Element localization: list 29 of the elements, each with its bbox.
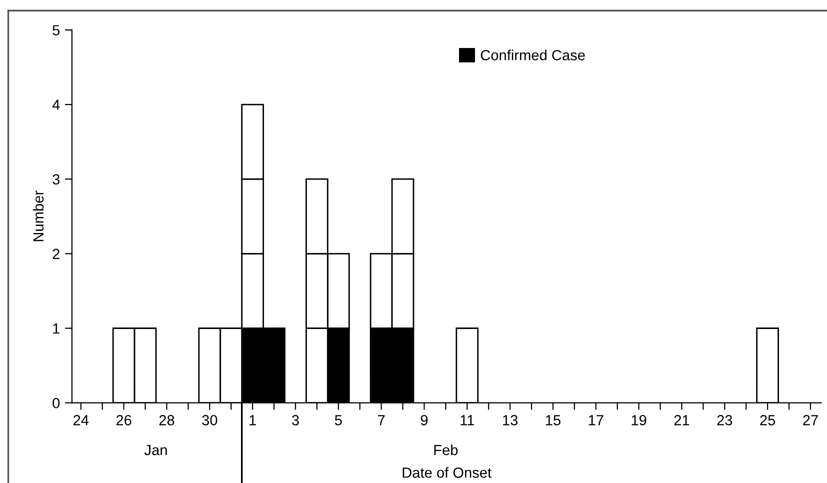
text: Jan [144,445,167,456]
y-axis-title: Number [32,190,44,242]
x-tick-label: 28 [159,415,174,426]
x-tick-label: 13 [503,415,518,426]
y-tick-label: 1 [53,324,60,334]
y-tick-label: 5 [52,25,60,36]
y-tick-label: 0 [52,398,60,408]
x-tick-label: 11 [460,415,474,426]
x-tick-label: 7 [378,415,385,426]
y-tick-label: 4 [52,100,60,110]
x-tick-label: 5 [334,415,342,426]
x-tick-label: 26 [116,415,132,426]
x-tick-label: 21 [674,415,690,426]
x-tick-label: 25 [760,415,776,426]
x-tick-label: 24 [74,415,89,426]
x-tick-label: 9 [420,415,428,426]
y-tick-label: 3 [52,174,60,185]
y-tick-label: 2 [52,248,60,259]
x-tick-label: 3 [292,415,299,426]
legend-label: Confirmed Case [480,50,585,60]
x-tick-label: 27 [803,415,818,426]
x-tick-label: 19 [632,415,646,426]
text: Feb [434,444,458,456]
x-tick-label: 1 [250,415,256,426]
x-tick-label: 30 [202,415,218,426]
x-tick-label: 15 [546,415,560,426]
x-tick-label: 23 [717,415,732,426]
x-axis-title: Date of Onset [402,467,492,478]
x-tick-label: 17 [588,415,604,426]
